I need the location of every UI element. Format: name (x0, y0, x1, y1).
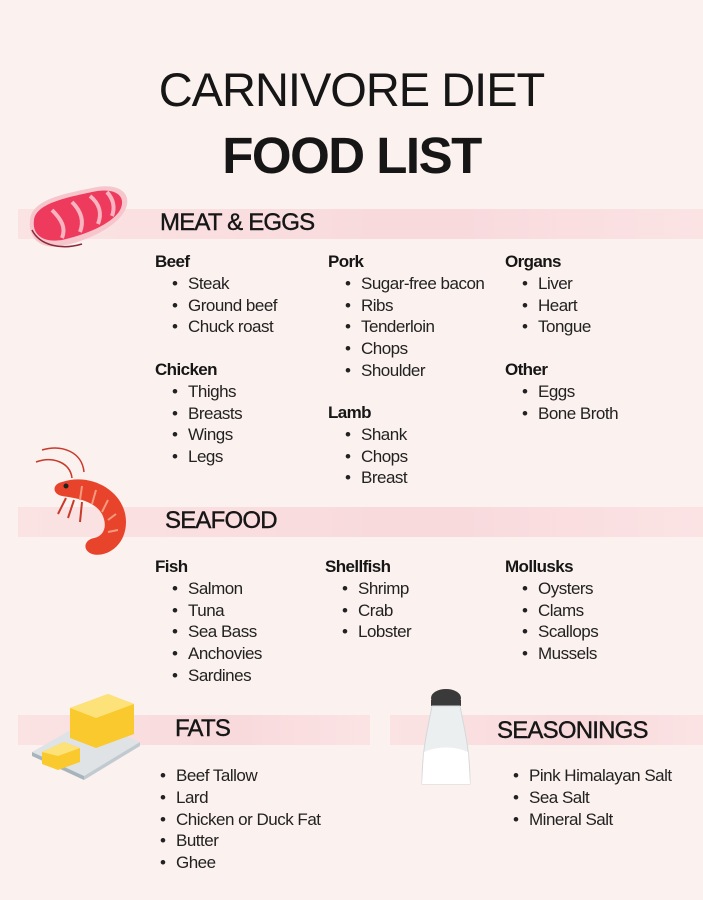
butter-icon (32, 694, 140, 780)
group-seasonings: Pink Himalayan SaltSea SaltMineral Salt (496, 765, 672, 830)
food-item: Chops (345, 446, 408, 468)
group-fats: Beef TallowLardChicken or Duck FatButter… (143, 765, 321, 874)
food-item: Breasts (172, 403, 243, 425)
food-item: Tenderloin (345, 316, 484, 338)
food-list: SteakGround beefChuck roast (155, 273, 278, 338)
group-heading: Chicken (155, 360, 218, 379)
food-item: Butter (160, 830, 321, 852)
seasonings-section-heading: SEASONINGS (497, 717, 649, 744)
meat-section-heading: MEAT & EGGS (160, 209, 316, 236)
food-item: Sea Salt (513, 787, 672, 809)
seafood-section-band (18, 507, 703, 537)
title-line-2: FOOD LIST (222, 127, 482, 184)
shrimp-icon (35, 447, 126, 555)
food-item: Sardines (172, 665, 262, 687)
group-heading: Pork (328, 252, 364, 271)
food-item: Beef Tallow (160, 765, 321, 787)
food-item: Mineral Salt (513, 809, 672, 831)
food-item: Steak (172, 273, 277, 295)
food-list: LiverHeartTongue (505, 273, 591, 338)
food-item: Sea Bass (172, 621, 262, 643)
food-list: SalmonTunaSea BassAnchoviesSardines (155, 578, 262, 687)
group-other: Other EggsBone Broth (505, 359, 619, 425)
food-item: Eggs (522, 381, 618, 403)
food-item: Legs (172, 446, 242, 468)
food-list: ThighsBreastsWingsLegs (155, 381, 243, 468)
food-item: Tuna (172, 600, 262, 622)
food-list: OystersClamsScallopsMussels (505, 578, 599, 665)
group-heading: Shellfish (325, 557, 391, 576)
food-item: Anchovies (172, 643, 262, 665)
food-item: Ribs (345, 295, 484, 317)
meat-section-band (18, 209, 703, 239)
food-item: Mussels (522, 643, 598, 665)
food-list: EggsBone Broth (505, 381, 619, 425)
food-item: Shrimp (342, 578, 411, 600)
group-mollusks: Mollusks OystersClamsScallopsMussels (505, 556, 599, 665)
steak-icon (29, 186, 128, 248)
fats-section-heading: FATS (175, 715, 231, 742)
group-heading: Fish (155, 557, 188, 576)
food-item: Shank (345, 424, 408, 446)
food-list: Beef TallowLardChicken or Duck FatButter… (143, 765, 321, 874)
food-item: Crab (342, 600, 411, 622)
food-item: Lobster (342, 621, 412, 643)
food-item: Ground beef (172, 295, 278, 317)
group-organs: Organs LiverHeartTongue (505, 251, 591, 338)
food-item: Bone Broth (522, 403, 619, 425)
food-item: Chuck roast (172, 316, 277, 338)
group-beef: Beef SteakGround beefChuck roast (155, 251, 278, 338)
food-item: Salmon (172, 578, 262, 600)
food-item: Chops (345, 338, 484, 360)
food-item: Scallops (522, 621, 599, 643)
food-item: Thighs (172, 381, 242, 403)
seafood-section-heading: SEAFOOD (165, 507, 278, 534)
group-lamb: Lamb ShankChopsBreast (328, 402, 408, 489)
food-item: Pink Himalayan Salt (513, 765, 672, 787)
group-heading: Organs (505, 252, 562, 271)
group-heading: Mollusks (505, 557, 574, 576)
food-list: ShankChopsBreast (328, 424, 408, 489)
group-heading: Lamb (328, 403, 372, 422)
title-line-1: CARNIVORE DIET (158, 63, 546, 116)
food-item: Wings (172, 424, 242, 446)
food-item: Heart (522, 295, 591, 317)
food-item: Shoulder (345, 360, 484, 382)
food-item: Oysters (522, 578, 598, 600)
food-item: Breast (345, 467, 408, 489)
food-item: Chicken or Duck Fat (160, 809, 321, 831)
food-item: Ghee (160, 852, 321, 874)
group-fish: Fish SalmonTunaSea BassAnchoviesSardines (155, 556, 262, 687)
group-heading: Beef (155, 252, 190, 271)
group-heading: Other (505, 360, 548, 379)
food-item: Liver (522, 273, 591, 295)
food-list: Pink Himalayan SaltSea SaltMineral Salt (496, 765, 672, 830)
food-list: Sugar-free baconRibsTenderloinChopsShoul… (328, 273, 485, 382)
food-item: Lard (160, 787, 321, 809)
salt-shaker-icon (421, 689, 471, 785)
group-shellfish: Shellfish ShrimpCrabLobster (325, 556, 412, 643)
food-item: Clams (522, 600, 598, 622)
food-list: ShrimpCrabLobster (325, 578, 412, 643)
group-chicken: Chicken ThighsBreastsWingsLegs (155, 359, 243, 468)
food-item: Tongue (522, 316, 591, 338)
food-item: Sugar-free bacon (345, 273, 485, 295)
group-pork: Pork Sugar-free baconRibsTenderloinChopsS… (328, 251, 485, 382)
